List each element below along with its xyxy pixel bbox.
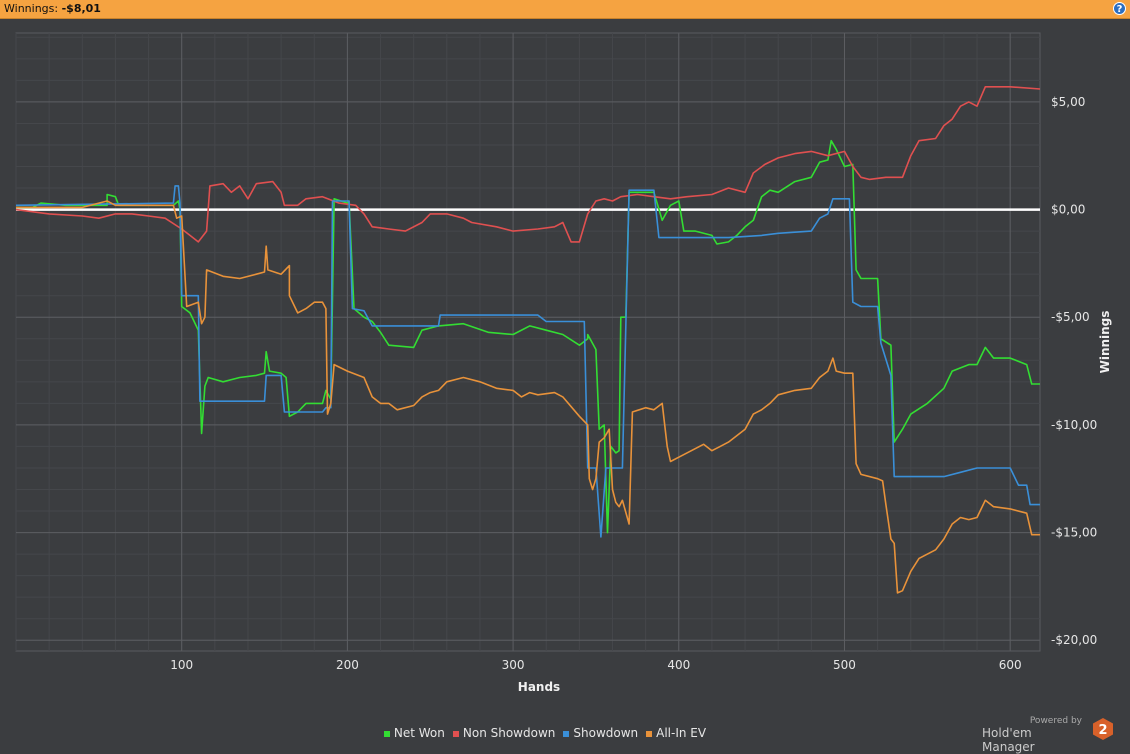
hem-logo-badge: 2: [1098, 723, 1107, 738]
legend-label: Net Won: [393, 726, 445, 740]
legend-swatch: [452, 730, 459, 737]
y-tick-label: $0,00: [1051, 203, 1085, 217]
x-tick-label: 200: [336, 658, 359, 672]
y-tick-label: -$10,00: [1051, 418, 1097, 432]
y-axis-title: Winnings: [1098, 311, 1112, 374]
y-tick-label: -$5,00: [1051, 310, 1090, 324]
winnings-chart: 100 200 300 400 500 600 $5,00 $0,00 -$5,00 -$10,0…: [15, 32, 1112, 694]
x-tick-label: 500: [833, 658, 856, 672]
legend-label: Non Showdown: [462, 726, 556, 740]
x-tick-label: 100: [170, 658, 193, 672]
x-tick-label: 600: [999, 658, 1022, 672]
plot-area: [15, 32, 1041, 652]
winnings-summary: Winnings: -$8,01: [4, 2, 101, 15]
y-tick-label: -$20,00: [1051, 633, 1097, 647]
x-tick-label: 300: [502, 658, 525, 672]
x-axis-title: Hands: [518, 680, 560, 694]
series-line-non-showdown: [15, 86, 1041, 243]
series-line-net-won: [16, 139, 1040, 534]
question-icon[interactable]: ?: [1113, 2, 1126, 15]
legend-swatch: [646, 730, 653, 737]
title-bar: Winnings: -$8,01 ?: [0, 0, 1130, 19]
winnings-label: Winnings:: [4, 2, 59, 15]
legend-item[interactable]: All-In EV: [646, 726, 706, 740]
powered-by-text: Powered by: [1029, 716, 1082, 726]
chart-legend: Net Won Non Showdown Showdown All-In EV: [0, 726, 1090, 740]
legend-swatch: [563, 730, 570, 737]
series-line-showdown: [15, 185, 1040, 538]
branding: Powered by Hold'em Manager 2: [982, 714, 1122, 754]
y-tick-label: -$15,00: [1051, 526, 1097, 540]
product-name: Hold'em Manager: [982, 726, 1035, 754]
legend-item[interactable]: Non Showdown: [452, 726, 556, 740]
plot-background: [15, 32, 1041, 652]
legend-item[interactable]: Net Won: [383, 726, 445, 740]
series-line-all-in-ev: [16, 200, 1040, 594]
x-tick-label: 400: [667, 658, 690, 672]
legend-item[interactable]: Showdown: [563, 726, 638, 740]
legend-label: Showdown: [573, 726, 639, 740]
legend-label: All-In EV: [656, 726, 707, 740]
legend-swatch: [383, 730, 390, 737]
y-tick-label: $5,00: [1051, 95, 1085, 109]
hem-logo-icon: 2: [1093, 718, 1113, 740]
axes: 100 200 300 400 500 600 $5,00 $0,00 -$5,00 -$10,0…: [170, 95, 1112, 694]
winnings-value: -$8,01: [61, 2, 101, 15]
